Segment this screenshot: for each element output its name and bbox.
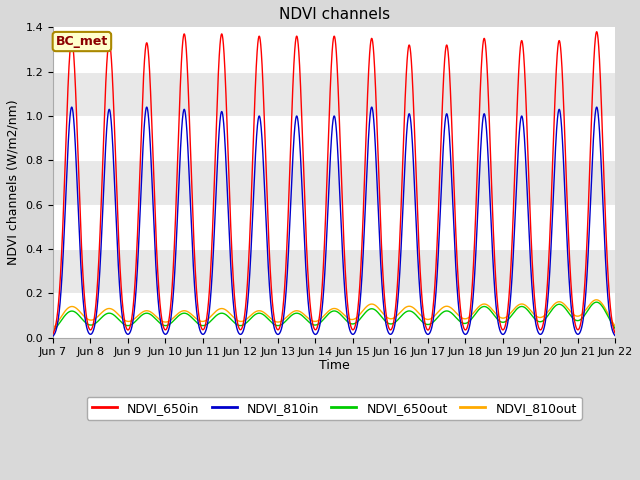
Y-axis label: NDVI channels (W/m2/nm): NDVI channels (W/m2/nm) xyxy=(7,100,20,265)
Bar xyxy=(53,27,616,72)
Bar xyxy=(53,160,616,204)
Title: NDVI channels: NDVI channels xyxy=(278,7,390,22)
Text: BC_met: BC_met xyxy=(56,35,108,48)
Bar xyxy=(53,72,616,116)
X-axis label: Time: Time xyxy=(319,359,349,372)
Bar xyxy=(53,293,616,338)
Bar xyxy=(53,249,616,293)
Legend: NDVI_650in, NDVI_810in, NDVI_650out, NDVI_810out: NDVI_650in, NDVI_810in, NDVI_650out, NDV… xyxy=(86,397,582,420)
Bar xyxy=(53,116,616,160)
Bar xyxy=(53,204,616,249)
